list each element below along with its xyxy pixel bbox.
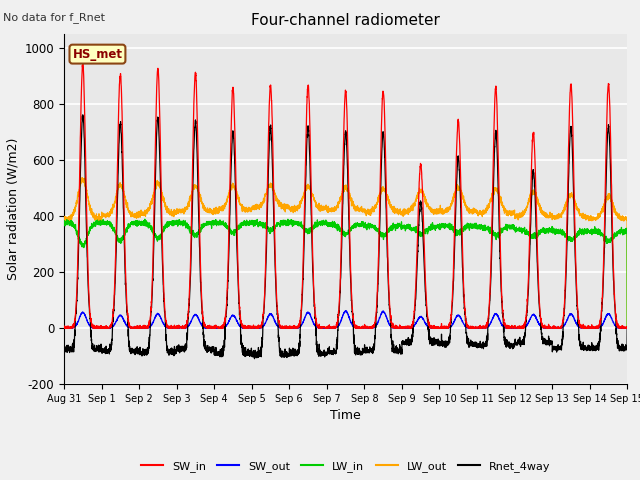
- Text: HS_met: HS_met: [72, 48, 122, 60]
- Text: No data for f_Rnet: No data for f_Rnet: [3, 12, 105, 23]
- X-axis label: Time: Time: [330, 409, 361, 422]
- Y-axis label: Solar radiation (W/m2): Solar radiation (W/m2): [6, 138, 19, 280]
- Title: Four-channel radiometer: Four-channel radiometer: [251, 13, 440, 28]
- Legend: SW_in, SW_out, LW_in, LW_out, Rnet_4way: SW_in, SW_out, LW_in, LW_out, Rnet_4way: [136, 457, 555, 477]
